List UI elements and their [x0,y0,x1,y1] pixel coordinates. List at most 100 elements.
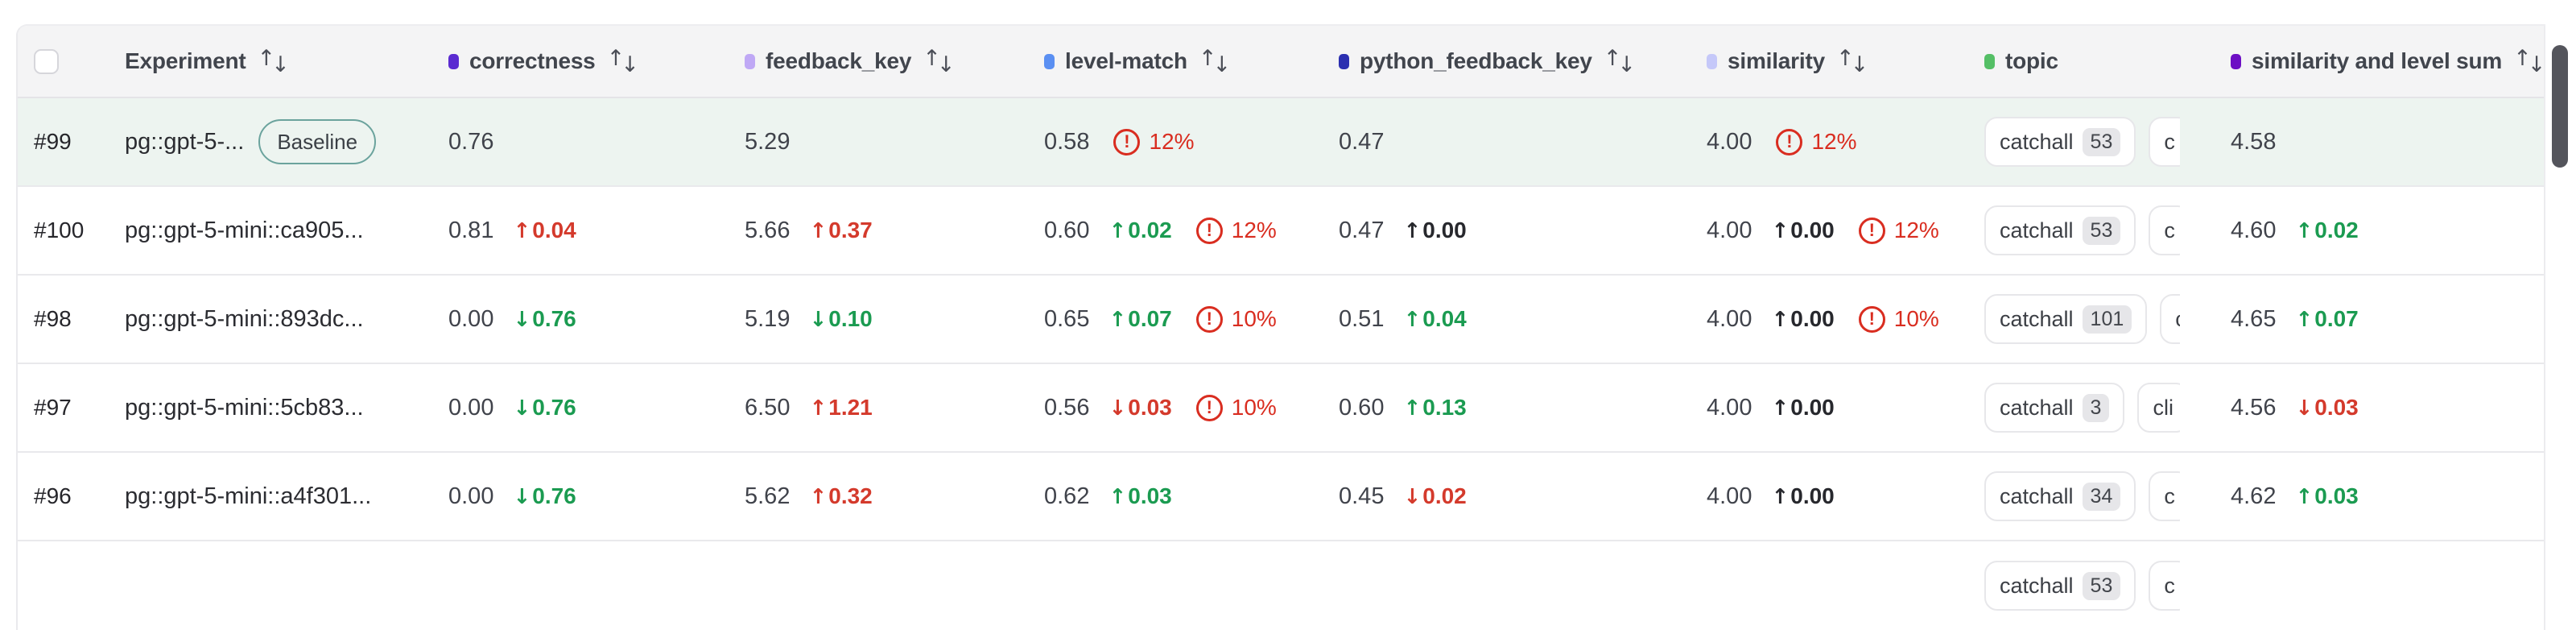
experiment-cell[interactable]: pg::gpt-5-... Baseline [109,98,440,185]
experiment-row-96[interactable]: #96 pg::gpt-5-mini::a4f301... 0.00 ↓ 0.76… [18,453,2544,541]
column-header-python-feedback-key[interactable]: python_feedback_key ↑ ↓ [1331,26,1699,97]
topic-pill[interactable]: catchall 34 [1984,471,2136,521]
experiment-row-97[interactable]: #97 pg::gpt-5-mini::5cb83... 0.00 ↓ 0.76 … [18,364,2544,453]
metric-value: 6.50 [745,394,791,421]
level-match-cell [1036,541,1331,630]
metric-value: 4.60 [2231,217,2277,243]
similarity-cell: 4.00 ↑ 0.00 ! 12% [1699,187,1976,274]
topic-label: catchall [2000,395,2074,420]
correctness-cell: 0.00 ↓ 0.76 [440,364,737,451]
column-label: similarity and level sum [2252,48,2503,73]
diff-value: 0.02 [1422,483,1467,508]
sort-up-arrow: ↑ [923,45,941,71]
select-all-checkbox[interactable] [34,48,59,74]
topic-pill[interactable]: catchall 3 [1984,383,2125,433]
sort-down-arrow: ↓ [1617,52,1637,77]
diff-arrow-icon: ↑ [809,485,828,509]
column-header-level-match[interactable]: level-match ↑ ↓ [1036,26,1331,97]
experiment-row-100[interactable]: #100 pg::gpt-5-mini::ca905... 0.81 ↑ 0.04… [18,187,2544,276]
topic-pill-truncated[interactable]: c [2149,471,2180,521]
topic-pill-truncated[interactable]: c [2149,117,2180,167]
column-header-correctness[interactable]: correctness ↑ ↓ [440,26,737,97]
sort-icon[interactable]: ↑ ↓ [1199,46,1231,77]
experiments-table: Experiment ↑ ↓ correctness ↑ ↓ feedback_ke… [16,24,2545,630]
topic-pills: catchall 53 c [1984,561,2180,611]
similarity-and-level-sum-cell: 4.62 ↑ 0.03 [2223,453,2544,540]
diff-value: 0.37 [828,218,873,242]
topic-label: catchall [2000,483,2074,508]
sort-icon[interactable]: ↑ ↓ [606,45,639,77]
diff-value: 0.00 [1790,483,1835,508]
metric-value: 0.47 [1339,217,1385,243]
experiment-name: pg::gpt-5-... [125,128,245,155]
sort-icon[interactable]: ↑ ↓ [2513,46,2545,77]
topic-cell: catchall 101 c [1976,276,2223,363]
metric-diff: ↑ 0.02 [1108,218,1171,243]
topic-pill-truncated[interactable]: cli [2137,383,2180,433]
warning-icon: ! [1195,394,1223,421]
experiment-row-99[interactable]: #99 pg::gpt-5-... Baseline 0.76 5.29 0.5… [18,98,2544,187]
topic-pill[interactable]: catchall 53 [1984,561,2136,611]
diff-arrow-icon: ↑ [2295,219,2314,243]
metric-value: 0.60 [1339,394,1385,421]
column-header-feedback-key[interactable]: feedback_key ↑ ↓ [737,26,1036,97]
metric-diff: ↑ 0.13 [1403,395,1466,421]
experiment-cell[interactable]: pg::gpt-5-mini::5cb83... [109,364,440,451]
regression-warning: ! 10% [1858,305,1939,333]
topic-pill-truncated[interactable]: c [2149,561,2180,611]
diff-arrow-icon: ↑ [2295,308,2314,332]
sort-icon[interactable]: ↑ ↓ [1604,46,1637,77]
experiment-row-partial[interactable]: catchall 53 c [18,541,2544,630]
similarity-cell: 4.00 ↑ 0.00 [1699,453,1976,540]
topic-pill[interactable]: catchall 53 [1984,117,2136,167]
metric-value: 0.47 [1339,128,1385,155]
similarity-cell: 4.00 ! 12% [1699,98,1976,185]
topic-pill[interactable]: catchall 101 [1984,294,2148,344]
diff-value: 0.04 [532,218,576,242]
similarity-and-level-sum-cell: 4.58 [2223,98,2544,185]
column-header-experiment[interactable]: Experiment ↑ ↓ [109,26,440,97]
column-header-similarity-and-level-sum[interactable]: similarity and level sum ↑ ↓ [2223,26,2545,97]
sort-icon[interactable]: ↑ ↓ [923,45,955,77]
vertical-scrollbar-thumb[interactable] [2552,45,2568,168]
similarity-and-level-sum-cell [2223,541,2544,630]
topic-pill-truncated[interactable]: c [2149,205,2180,255]
python-feedback-key-cell [1331,541,1699,630]
diff-arrow-icon: ↑ [1771,396,1790,421]
metric-value: 5.19 [745,305,791,332]
warning-percent: 12% [1231,218,1277,242]
experiment-name: pg::gpt-5-mini::893dc... [125,305,364,332]
diff-value: 0.00 [1790,218,1835,242]
feedback-key-cell: 6.50 ↑ 1.21 [737,364,1036,451]
regression-warning: ! 12% [1776,128,1857,155]
topic-label: c [2164,573,2175,598]
sort-icon[interactable]: ↑ ↓ [1836,46,1868,77]
experiment-row-98[interactable]: #98 pg::gpt-5-mini::893dc... 0.00 ↓ 0.76 … [18,276,2544,364]
diff-value: 0.04 [1422,306,1467,331]
column-label: level-match [1065,48,1187,73]
topic-pill-truncated[interactable]: c [2160,294,2180,344]
column-header-similarity[interactable]: similarity ↑ ↓ [1699,26,1976,97]
similarity-cell: 4.00 ↑ 0.00 ! 10% [1699,276,1976,363]
similarity-and-level-sum-cell: 4.56 ↓ 0.03 [2223,364,2544,451]
topic-count-badge: 53 [2082,127,2121,156]
warning-percent: 10% [1893,306,1939,331]
topic-pills: catchall 34 c [1984,471,2180,521]
sort-down-arrow: ↓ [271,52,290,77]
correctness-cell: 0.00 ↓ 0.76 [440,453,737,540]
topic-label: c [2164,483,2175,508]
metric-value: 0.00 [448,394,494,421]
metric-value: 0.00 [448,305,494,332]
metric-diff: ↓ 0.76 [513,395,576,421]
experiment-cell[interactable]: pg::gpt-5-mini::ca905... [109,187,440,274]
warning-icon: ! [1195,217,1223,244]
experiment-cell[interactable]: pg::gpt-5-mini::a4f301... [109,453,440,540]
metric-value: 4.00 [1707,483,1752,509]
sort-icon[interactable]: ↑ ↓ [258,46,290,77]
experiment-cell[interactable]: pg::gpt-5-mini::893dc... [109,276,440,363]
column-label: Experiment [125,48,246,73]
metric-color-dot [745,53,755,69]
topic-pill[interactable]: catchall 53 [1984,205,2136,255]
sort-up-arrow: ↑ [606,45,625,71]
diff-value: 0.07 [2314,306,2359,331]
